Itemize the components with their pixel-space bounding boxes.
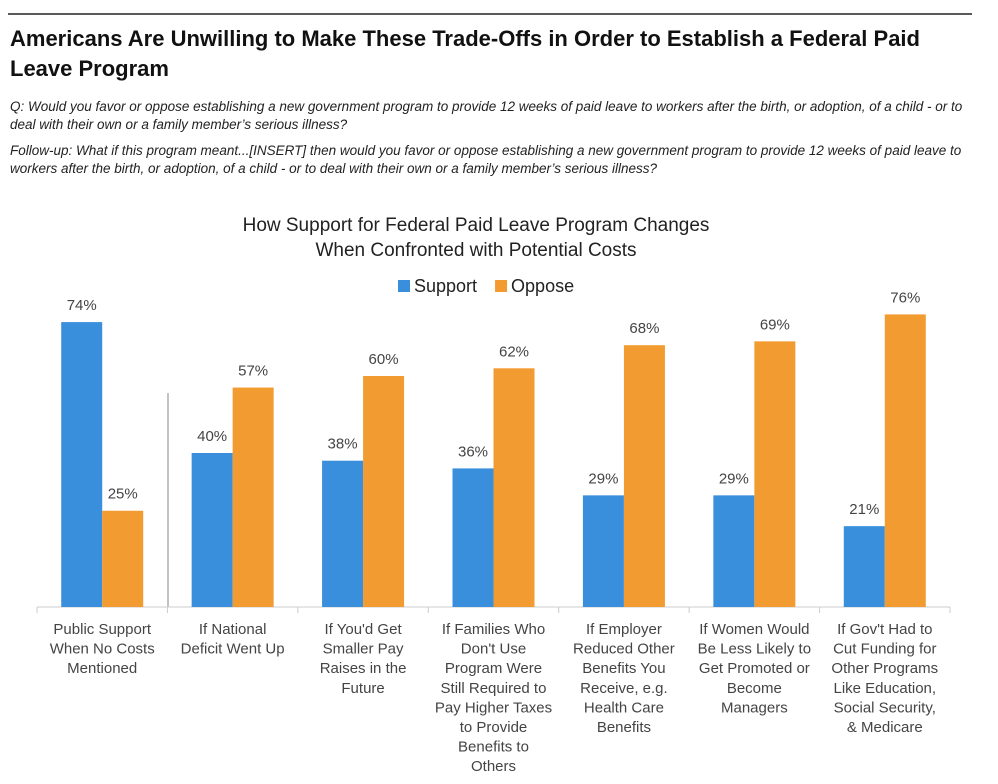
x-tick-label: Future bbox=[341, 680, 384, 697]
x-tick-label: When No Costs bbox=[50, 641, 155, 658]
value-label: 69% bbox=[760, 316, 790, 333]
x-tick-label: If Gov't Had to bbox=[837, 621, 932, 638]
bar bbox=[493, 368, 535, 607]
chart-title: How Support for Federal Paid Leave Progr… bbox=[243, 215, 710, 236]
legend-swatch bbox=[398, 280, 410, 292]
question: Q: Would you favor or oppose establishin… bbox=[10, 99, 963, 132]
value-label: 74% bbox=[67, 297, 97, 314]
x-tick-label: Public Support bbox=[53, 621, 151, 638]
x-tick-label: Still Required to bbox=[441, 680, 547, 697]
x-tick-label: Mentioned bbox=[67, 660, 137, 677]
value-label: 36% bbox=[458, 443, 488, 460]
x-tick-label: to Provide bbox=[460, 719, 528, 736]
bar bbox=[61, 322, 103, 607]
bar bbox=[884, 314, 926, 607]
bar bbox=[754, 341, 796, 607]
x-tick-label: Benefits You bbox=[582, 660, 665, 677]
x-tick-label: Raises in the bbox=[320, 660, 407, 677]
x-tick-label: Social Security, bbox=[834, 699, 936, 716]
value-label: 29% bbox=[719, 470, 749, 487]
x-tick-label: & Medicare bbox=[847, 719, 923, 736]
x-tick-label: Other Programs bbox=[831, 660, 938, 677]
value-label: 21% bbox=[849, 501, 879, 518]
value-label: 57% bbox=[238, 363, 268, 380]
x-tick-label: If Women Would bbox=[699, 621, 809, 638]
x-tick-label: Deficit Went Up bbox=[181, 641, 285, 658]
value-label: 38% bbox=[328, 436, 358, 453]
page-title: Americans Are Unwilling to Make These Tr… bbox=[10, 26, 920, 81]
x-tick-label: If Families Who bbox=[442, 621, 545, 638]
value-label: 76% bbox=[890, 289, 920, 306]
bar bbox=[232, 387, 274, 607]
x-tick-label: Receive, e.g. bbox=[580, 680, 668, 697]
x-tick-label: Others bbox=[471, 758, 516, 775]
value-label: 62% bbox=[499, 343, 529, 360]
x-tick-label: Become bbox=[727, 680, 782, 697]
bar bbox=[322, 460, 364, 607]
bar bbox=[191, 453, 233, 607]
value-label: 40% bbox=[197, 428, 227, 445]
value-label: 25% bbox=[108, 486, 138, 503]
legend-label: Support bbox=[414, 276, 477, 296]
x-tick-label: Program Were bbox=[445, 660, 542, 677]
bar bbox=[452, 468, 494, 607]
x-tick-label: If Employer bbox=[586, 621, 662, 638]
x-tick-label: If National bbox=[199, 621, 267, 638]
x-tick-label: If You'd Get bbox=[325, 621, 403, 638]
bar bbox=[363, 376, 405, 607]
chart-title: When Confronted with Potential Costs bbox=[315, 240, 636, 261]
header: Americans Are Unwilling to Make These Tr… bbox=[10, 24, 975, 186]
bar bbox=[843, 526, 885, 607]
legend-label: Oppose bbox=[511, 276, 574, 296]
bar bbox=[713, 495, 755, 607]
x-tick-label: Reduced Other bbox=[573, 641, 675, 658]
x-tick-label: Benefits bbox=[597, 719, 651, 736]
x-tick-label: Be Less Likely to bbox=[698, 641, 811, 658]
x-tick-label: Get Promoted or bbox=[699, 660, 810, 677]
bar bbox=[623, 345, 665, 607]
x-tick-label: Managers bbox=[721, 699, 788, 716]
x-tick-label: Benefits to bbox=[458, 739, 529, 756]
x-tick-label: Health Care bbox=[584, 699, 664, 716]
x-tick-label: Smaller Pay bbox=[323, 641, 404, 658]
x-tick-label: Don't Use bbox=[461, 641, 526, 658]
value-label: 60% bbox=[369, 351, 399, 368]
x-tick-label: Cut Funding for bbox=[833, 641, 936, 658]
follow-up: Follow-up: What if this program meant...… bbox=[10, 143, 962, 176]
bar bbox=[102, 510, 144, 607]
x-tick-label: Like Education, bbox=[833, 680, 936, 697]
value-label: 29% bbox=[588, 470, 618, 487]
x-tick-label: Pay Higher Taxes bbox=[435, 699, 552, 716]
legend-swatch bbox=[495, 280, 508, 292]
value-label: 68% bbox=[629, 320, 659, 337]
bar bbox=[582, 495, 624, 607]
